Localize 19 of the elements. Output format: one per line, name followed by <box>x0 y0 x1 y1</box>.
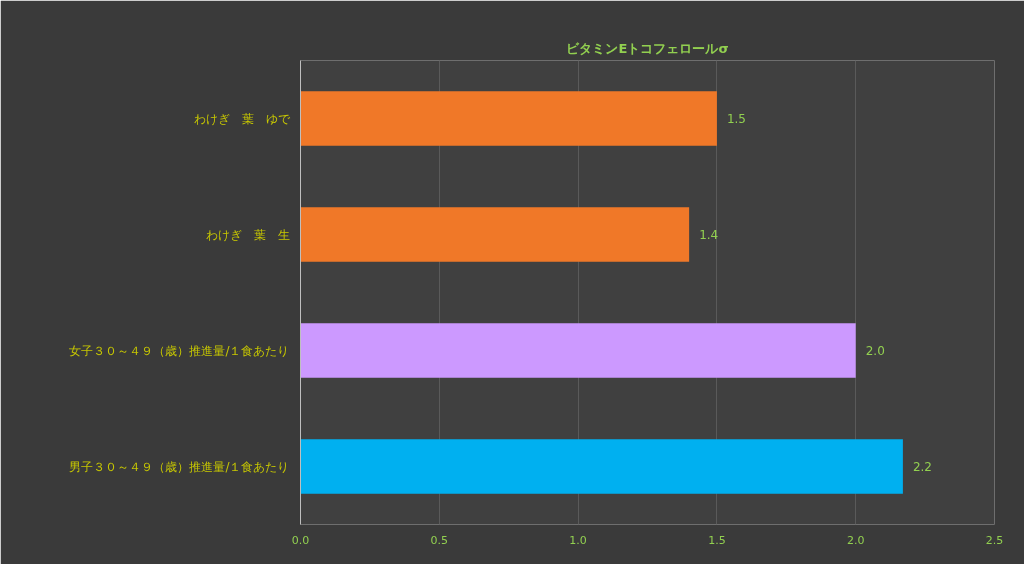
text: 0.0 <box>291 533 310 547</box>
bar <box>300 439 903 494</box>
bar <box>300 91 717 146</box>
text: 2.0 <box>846 533 865 547</box>
data-label: 2.2 <box>912 460 932 474</box>
chart-title: ビタミンEトコフェロールσ <box>566 40 729 56</box>
bar <box>300 207 690 262</box>
bar <box>300 323 856 378</box>
y-tick-label: わけぎ 葉 生 <box>205 227 290 242</box>
text: 2.5 <box>985 533 1004 547</box>
data-label: 1.4 <box>699 228 719 242</box>
data-label: 1.5 <box>726 112 746 126</box>
y-tick-label: 女子３０～４９（歳）推進量/１食あたり <box>69 343 290 358</box>
data-label: 2.0 <box>865 344 885 358</box>
y-tick-label: 男子３０～４９（歳）推進量/１食あたり <box>69 459 290 474</box>
text: 0.5 <box>430 533 449 547</box>
y-tick-label: わけぎ 葉 ゆで <box>193 111 291 126</box>
text: 1.0 <box>569 533 587 547</box>
text: 1.5 <box>708 533 726 547</box>
